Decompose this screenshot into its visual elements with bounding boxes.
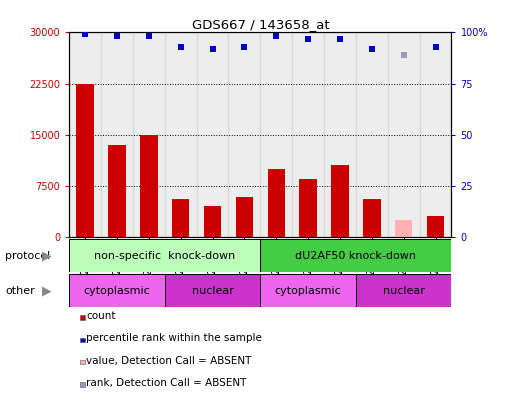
Bar <box>324 32 356 237</box>
Bar <box>228 32 261 237</box>
Bar <box>235 197 253 237</box>
Bar <box>69 239 261 272</box>
Bar <box>133 32 165 237</box>
Bar <box>356 274 451 307</box>
Bar <box>101 32 133 237</box>
Bar <box>267 169 285 237</box>
Bar <box>388 32 420 237</box>
Text: non-specific  knock-down: non-specific knock-down <box>94 251 235 260</box>
Text: cytoplasmic: cytoplasmic <box>84 286 150 296</box>
Bar <box>427 217 444 237</box>
Text: dU2AF50 knock-down: dU2AF50 knock-down <box>295 251 417 260</box>
Bar <box>172 199 189 237</box>
Text: rank, Detection Call = ABSENT: rank, Detection Call = ABSENT <box>86 378 246 388</box>
Text: other: other <box>5 286 35 296</box>
Bar <box>261 274 356 307</box>
Title: GDS667 / 143658_at: GDS667 / 143658_at <box>191 18 329 31</box>
Text: nuclear: nuclear <box>192 286 233 296</box>
Bar <box>420 32 451 237</box>
Bar <box>356 32 388 237</box>
Text: protocol: protocol <box>5 251 50 260</box>
Bar <box>395 220 412 237</box>
Text: percentile rank within the sample: percentile rank within the sample <box>86 333 262 343</box>
Bar <box>261 32 292 237</box>
Bar <box>261 239 451 272</box>
Text: count: count <box>86 311 115 321</box>
Text: value, Detection Call = ABSENT: value, Detection Call = ABSENT <box>86 356 251 366</box>
Bar <box>76 83 94 237</box>
Text: ▶: ▶ <box>43 249 52 262</box>
Bar <box>140 134 157 237</box>
Bar <box>204 206 221 237</box>
Bar <box>331 165 349 237</box>
Bar <box>196 32 228 237</box>
Bar <box>292 32 324 237</box>
Text: ▶: ▶ <box>43 284 52 297</box>
Bar <box>108 145 126 237</box>
Text: cytoplasmic: cytoplasmic <box>275 286 342 296</box>
Bar <box>165 32 196 237</box>
Bar <box>363 199 381 237</box>
Bar <box>69 274 165 307</box>
Bar <box>69 32 101 237</box>
Text: nuclear: nuclear <box>383 286 425 296</box>
Bar <box>300 179 317 237</box>
Bar <box>165 274 261 307</box>
